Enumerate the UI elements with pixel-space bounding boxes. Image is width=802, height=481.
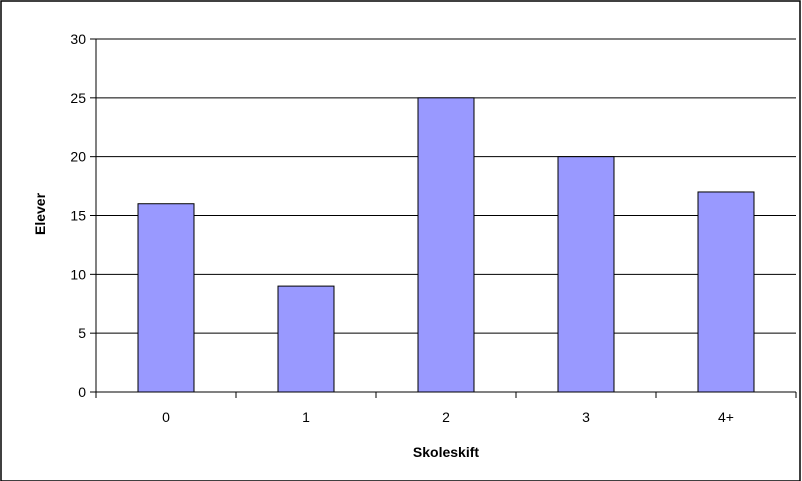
- x-tick-label: 0: [162, 409, 170, 425]
- x-axis-title: Skoleskift: [413, 444, 479, 460]
- x-tick-label: 2: [442, 409, 450, 425]
- y-tick-label: 5: [78, 325, 86, 341]
- y-tick-label: 10: [70, 266, 86, 282]
- y-axis-title: Elever: [32, 192, 48, 235]
- bar-4+: [697, 191, 755, 393]
- y-tick-label: 0: [78, 384, 86, 400]
- bar-1: [277, 285, 335, 393]
- bar-2: [417, 97, 475, 393]
- y-tick-labels: 0 5 10 15 20 25 30: [70, 31, 86, 400]
- bar-3: [557, 156, 615, 393]
- x-tick-labels: 0 1 2 3 4+: [162, 409, 734, 425]
- bars: [137, 97, 755, 393]
- bar-0: [137, 203, 195, 393]
- x-tick-label: 1: [302, 409, 310, 425]
- y-tick-label: 15: [70, 208, 86, 224]
- x-tick-label: 4+: [718, 409, 734, 425]
- x-tick-label: 3: [582, 409, 590, 425]
- y-tick-label: 25: [70, 90, 86, 106]
- y-tick-label: 30: [70, 31, 86, 47]
- axes: [90, 38, 797, 398]
- y-tick-label: 20: [70, 149, 86, 165]
